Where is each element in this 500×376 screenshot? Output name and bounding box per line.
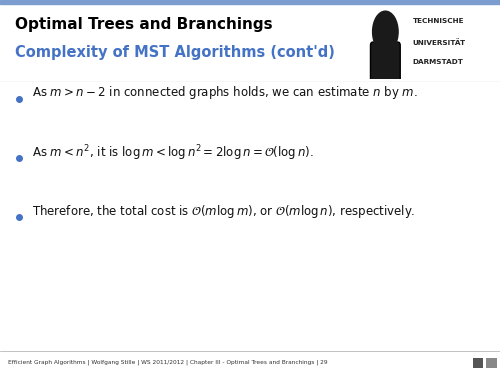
Bar xyxy=(0,0,500,4)
Text: As $m < n^2$, it is $\log m < \log n^2 = 2\log n = \mathcal{O}(\log n)$.: As $m < n^2$, it is $\log m < \log n^2 =… xyxy=(32,143,314,163)
FancyBboxPatch shape xyxy=(370,42,400,82)
Bar xyxy=(486,358,496,368)
Circle shape xyxy=(372,11,398,52)
Bar xyxy=(472,358,484,368)
Text: Optimal Trees and Branchings: Optimal Trees and Branchings xyxy=(15,17,272,32)
Text: DARMSTADT: DARMSTADT xyxy=(412,59,464,65)
Text: Efficient Graph Algorithms | Wolfgang Stille | WS 2011/2012 | Chapter III - Opti: Efficient Graph Algorithms | Wolfgang St… xyxy=(8,359,327,365)
Text: UNIVERSITÄT: UNIVERSITÄT xyxy=(412,39,466,45)
Text: As $m > n - 2$ in connected graphs holds, we can estimate $n$ by $m$.: As $m > n - 2$ in connected graphs holds… xyxy=(32,84,418,101)
Text: Therefore, the total cost is $\mathcal{O}(m\log m)$, or $\mathcal{O}(m\log n)$, : Therefore, the total cost is $\mathcal{O… xyxy=(32,203,416,220)
Text: TECHNISCHE: TECHNISCHE xyxy=(412,18,464,24)
Text: Complexity of MST Algorithms (cont'd): Complexity of MST Algorithms (cont'd) xyxy=(15,45,335,60)
